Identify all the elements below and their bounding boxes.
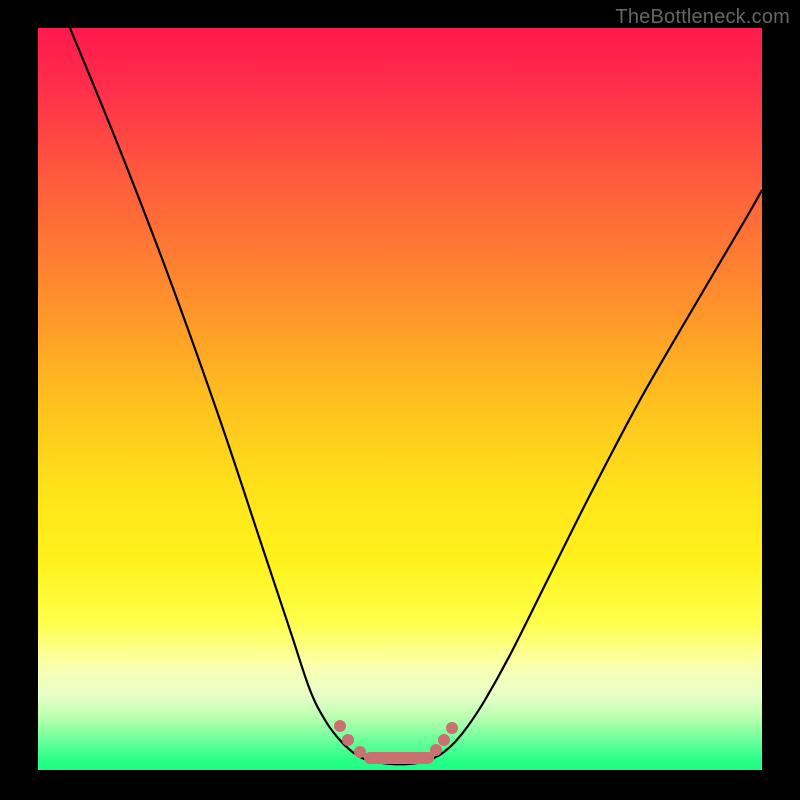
gradient-background — [38, 28, 762, 770]
watermark-text: TheBottleneck.com — [615, 6, 790, 29]
chart-container: TheBottleneck.com — [0, 0, 800, 800]
chart-svg — [0, 0, 800, 800]
plot-area — [38, 28, 762, 770]
